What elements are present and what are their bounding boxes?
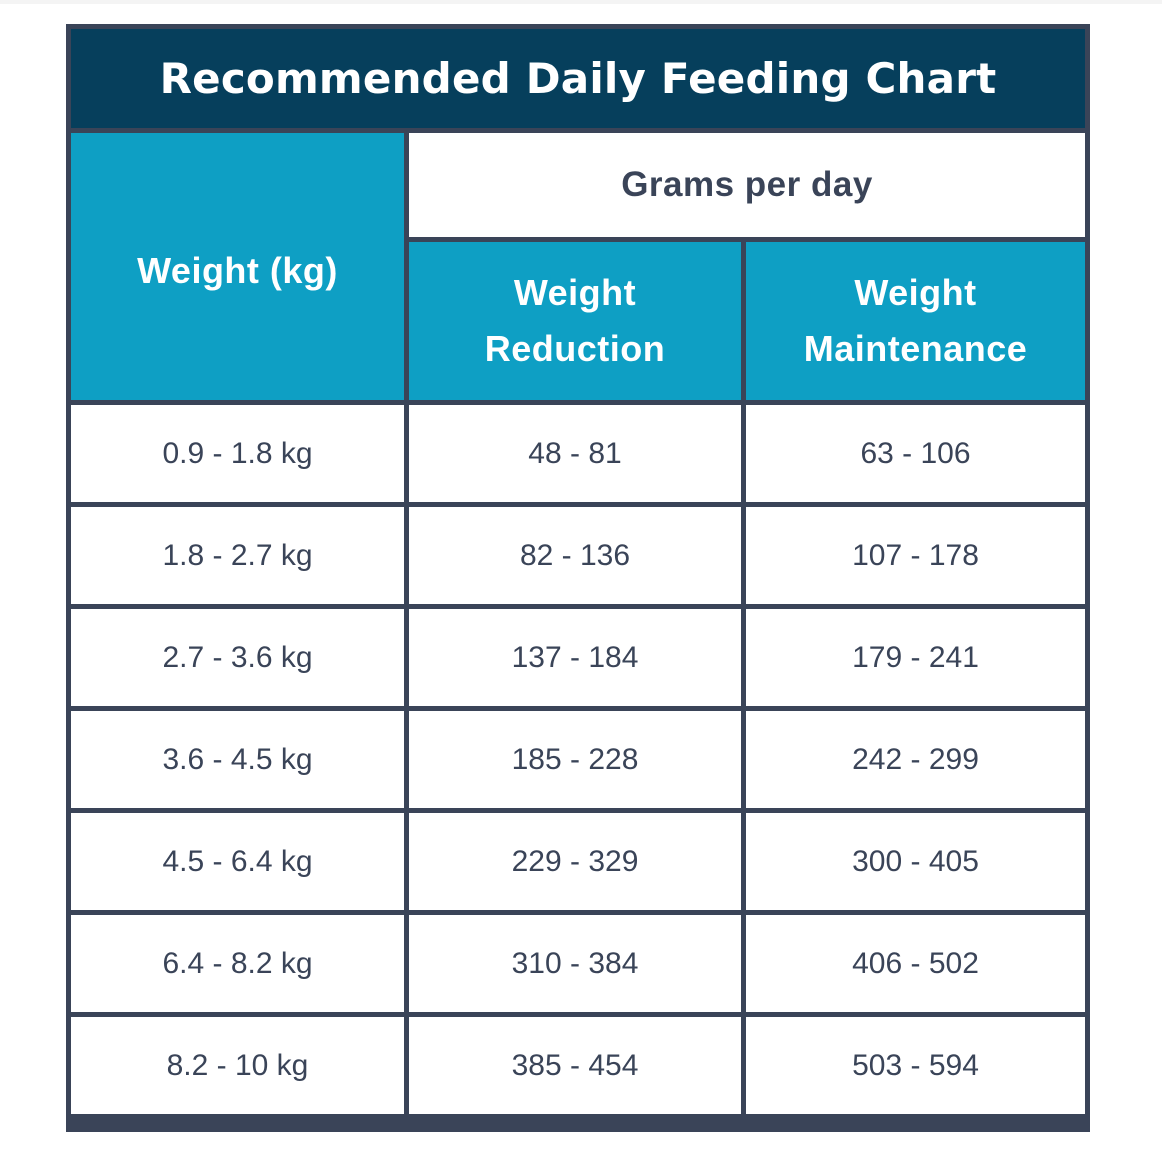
maintenance-grams-cell: 300 - 405 (746, 813, 1085, 910)
maintenance-grams-cell: 63 - 106 (746, 405, 1085, 502)
weight-range-cell: 4.5 - 6.4 kg (71, 813, 404, 910)
top-divider (0, 0, 1162, 4)
maintenance-grams-cell: 107 - 178 (746, 507, 1085, 604)
feeding-chart-table: Recommended Daily Feeding Chart Weight (… (66, 24, 1090, 1132)
maintenance-grams-cell: 406 - 502 (746, 915, 1085, 1012)
weight-range-cell: 1.8 - 2.7 kg (71, 507, 404, 604)
weight-range-cell: 0.9 - 1.8 kg (71, 405, 404, 502)
weight-column-header: Weight (kg) (71, 133, 404, 400)
reduction-grams-cell: 385 - 454 (409, 1017, 741, 1114)
weight-reduction-header-line2: Reduction (484, 328, 666, 369)
reduction-grams-cell: 185 - 228 (409, 711, 741, 808)
weight-range-cell: 8.2 - 10 kg (71, 1017, 404, 1114)
reduction-grams-cell: 229 - 329 (409, 813, 741, 910)
weight-maintenance-header-line1: Weight (854, 272, 977, 313)
chart-title: Recommended Daily Feeding Chart (71, 29, 1085, 128)
weight-range-cell: 6.4 - 8.2 kg (71, 915, 404, 1012)
feeding-grid: Weight (kg) Grams per day Weight Reducti… (71, 133, 1085, 1114)
weight-maintenance-header: Weight Maintenance (746, 242, 1085, 400)
maintenance-grams-cell: 242 - 299 (746, 711, 1085, 808)
reduction-grams-cell: 310 - 384 (409, 915, 741, 1012)
reduction-grams-cell: 82 - 136 (409, 507, 741, 604)
weight-reduction-header: Weight Reduction (409, 242, 741, 400)
weight-range-cell: 3.6 - 4.5 kg (71, 711, 404, 808)
weight-maintenance-header-line2: Maintenance (803, 328, 1028, 369)
reduction-grams-cell: 137 - 184 (409, 609, 741, 706)
reduction-grams-cell: 48 - 81 (409, 405, 741, 502)
weight-range-cell: 2.7 - 3.6 kg (71, 609, 404, 706)
maintenance-grams-cell: 179 - 241 (746, 609, 1085, 706)
weight-reduction-header-line1: Weight (513, 272, 637, 313)
grams-per-day-header: Grams per day (409, 133, 1085, 237)
maintenance-grams-cell: 503 - 594 (746, 1017, 1085, 1114)
